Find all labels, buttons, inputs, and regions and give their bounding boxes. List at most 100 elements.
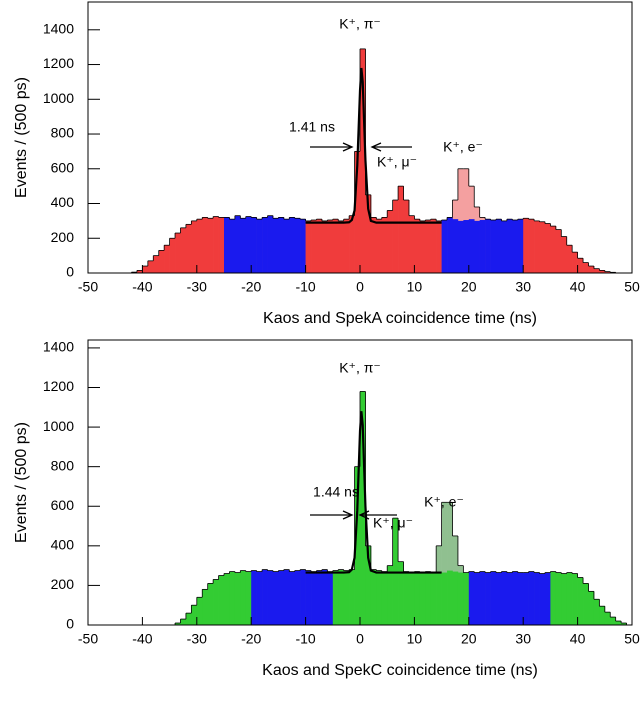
x-tick-label: 10 bbox=[407, 279, 423, 295]
histogram-bar bbox=[207, 218, 214, 273]
x-tick-label: 0 bbox=[356, 631, 364, 647]
histogram-bar bbox=[349, 569, 355, 625]
histogram-bar bbox=[485, 219, 491, 273]
histogram-bar bbox=[501, 571, 508, 625]
y-tick-label: 600 bbox=[51, 159, 75, 175]
histogram-bar bbox=[294, 218, 301, 273]
histogram-bar bbox=[561, 573, 568, 625]
histogram-bar bbox=[528, 571, 535, 625]
histogram-bar bbox=[224, 573, 230, 625]
histogram-bar bbox=[354, 151, 361, 273]
histogram-bar bbox=[593, 599, 600, 625]
histogram-bar bbox=[343, 219, 350, 273]
histogram-bar bbox=[283, 219, 290, 273]
y-tick-label: 1000 bbox=[43, 90, 74, 106]
y-tick-label: 1200 bbox=[43, 378, 74, 394]
histogram-bar bbox=[327, 571, 334, 625]
histogram-bar bbox=[512, 571, 519, 625]
histogram-bar bbox=[251, 570, 257, 625]
histogram-panel: -50 -40 -30 -20 -10 0 10 20 30 40 50 0 200 400 600 800 1… bbox=[13, 339, 640, 680]
x-tick-label: -50 bbox=[78, 279, 98, 295]
annotation: K⁺, π⁻ bbox=[339, 360, 381, 376]
histogram-bar bbox=[441, 572, 448, 625]
x-tick-label: -30 bbox=[187, 631, 207, 647]
x-tick-label: -40 bbox=[132, 279, 152, 295]
x-tick-label: 30 bbox=[515, 279, 531, 295]
histogram-bar bbox=[534, 572, 540, 625]
histogram-bar bbox=[599, 270, 606, 273]
annotation: 1.41 ns bbox=[289, 119, 335, 135]
histogram-bar bbox=[604, 612, 611, 625]
annotation: K⁺, π⁻ bbox=[339, 16, 381, 32]
histogram-bar bbox=[485, 572, 491, 625]
histogram-bar bbox=[332, 219, 339, 273]
histogram-bar bbox=[599, 606, 606, 625]
histogram-bar bbox=[175, 233, 181, 273]
histogram-bar bbox=[202, 589, 208, 625]
histogram-bar bbox=[240, 570, 247, 625]
fwhm-arrow bbox=[370, 142, 412, 152]
histogram-bar bbox=[539, 573, 546, 625]
histogram-bar bbox=[566, 245, 573, 273]
histogram-bar bbox=[474, 220, 480, 273]
histogram-bar bbox=[496, 572, 502, 625]
x-tick-label: 40 bbox=[570, 279, 586, 295]
x-tick-label: -10 bbox=[295, 631, 315, 647]
annotation: K⁺, e⁻ bbox=[424, 494, 464, 510]
histogram-bar bbox=[164, 245, 170, 273]
histogram-bar bbox=[583, 262, 589, 273]
histogram-bar bbox=[615, 621, 622, 625]
histogram-bar bbox=[583, 583, 589, 625]
histogram-bar bbox=[572, 573, 578, 625]
x-tick-label: -10 bbox=[295, 279, 315, 295]
y-tick-label: 200 bbox=[51, 576, 75, 592]
histogram-bar bbox=[387, 210, 393, 273]
histogram-bar bbox=[408, 572, 415, 625]
histogram-bar bbox=[311, 220, 317, 273]
histogram-bar bbox=[441, 502, 448, 625]
histogram-bar bbox=[403, 200, 410, 273]
histogram-bar bbox=[316, 570, 323, 625]
histogram-bar bbox=[196, 219, 203, 273]
histogram-bar bbox=[523, 218, 529, 273]
histogram-bar bbox=[136, 270, 143, 273]
histogram-bar bbox=[398, 561, 404, 625]
histogram-bar bbox=[430, 219, 437, 273]
annotation: K⁺, μ⁻ bbox=[377, 154, 417, 170]
histogram-bar bbox=[343, 570, 350, 625]
histogram-bar bbox=[289, 217, 296, 273]
x-tick-label: -40 bbox=[132, 631, 152, 647]
histogram-bar bbox=[256, 219, 263, 273]
histogram-bar bbox=[202, 217, 208, 273]
histogram-bar bbox=[229, 571, 236, 625]
y-tick-label: 800 bbox=[51, 457, 75, 473]
y-tick-label: 400 bbox=[51, 194, 75, 210]
histogram-bar bbox=[278, 570, 285, 625]
annotation: 1.44 ns bbox=[313, 484, 359, 500]
x-tick-label: -30 bbox=[187, 279, 207, 295]
histogram-bar bbox=[419, 220, 426, 273]
histogram-bar bbox=[430, 572, 437, 625]
histogram-panel: -50 -40 -30 -20 -10 0 10 20 30 40 50 0 200 400 600 800 1… bbox=[13, 1, 640, 327]
histogram-bar bbox=[414, 219, 421, 273]
histogram-bar bbox=[588, 591, 595, 625]
histogram-bar bbox=[517, 572, 524, 625]
histogram-bar bbox=[338, 569, 344, 625]
histogram-bar bbox=[365, 194, 372, 273]
histogram-bar bbox=[517, 219, 524, 273]
histogram-bar bbox=[349, 215, 355, 273]
histogram-bar bbox=[262, 217, 268, 273]
histogram-bar bbox=[191, 220, 198, 273]
y-tick-label: 1200 bbox=[43, 55, 74, 71]
histogram-bar bbox=[463, 572, 470, 625]
histogram-bar bbox=[604, 271, 611, 273]
histogram-bar bbox=[528, 219, 535, 273]
histogram-bar bbox=[452, 219, 459, 273]
x-tick-label: 10 bbox=[407, 631, 423, 647]
histogram-bar bbox=[621, 623, 627, 625]
histogram-bar bbox=[447, 570, 453, 625]
histogram-bar bbox=[251, 217, 257, 273]
histogram-bar bbox=[490, 220, 497, 273]
histogram-bar bbox=[196, 597, 203, 625]
histogram-bar bbox=[278, 217, 285, 273]
